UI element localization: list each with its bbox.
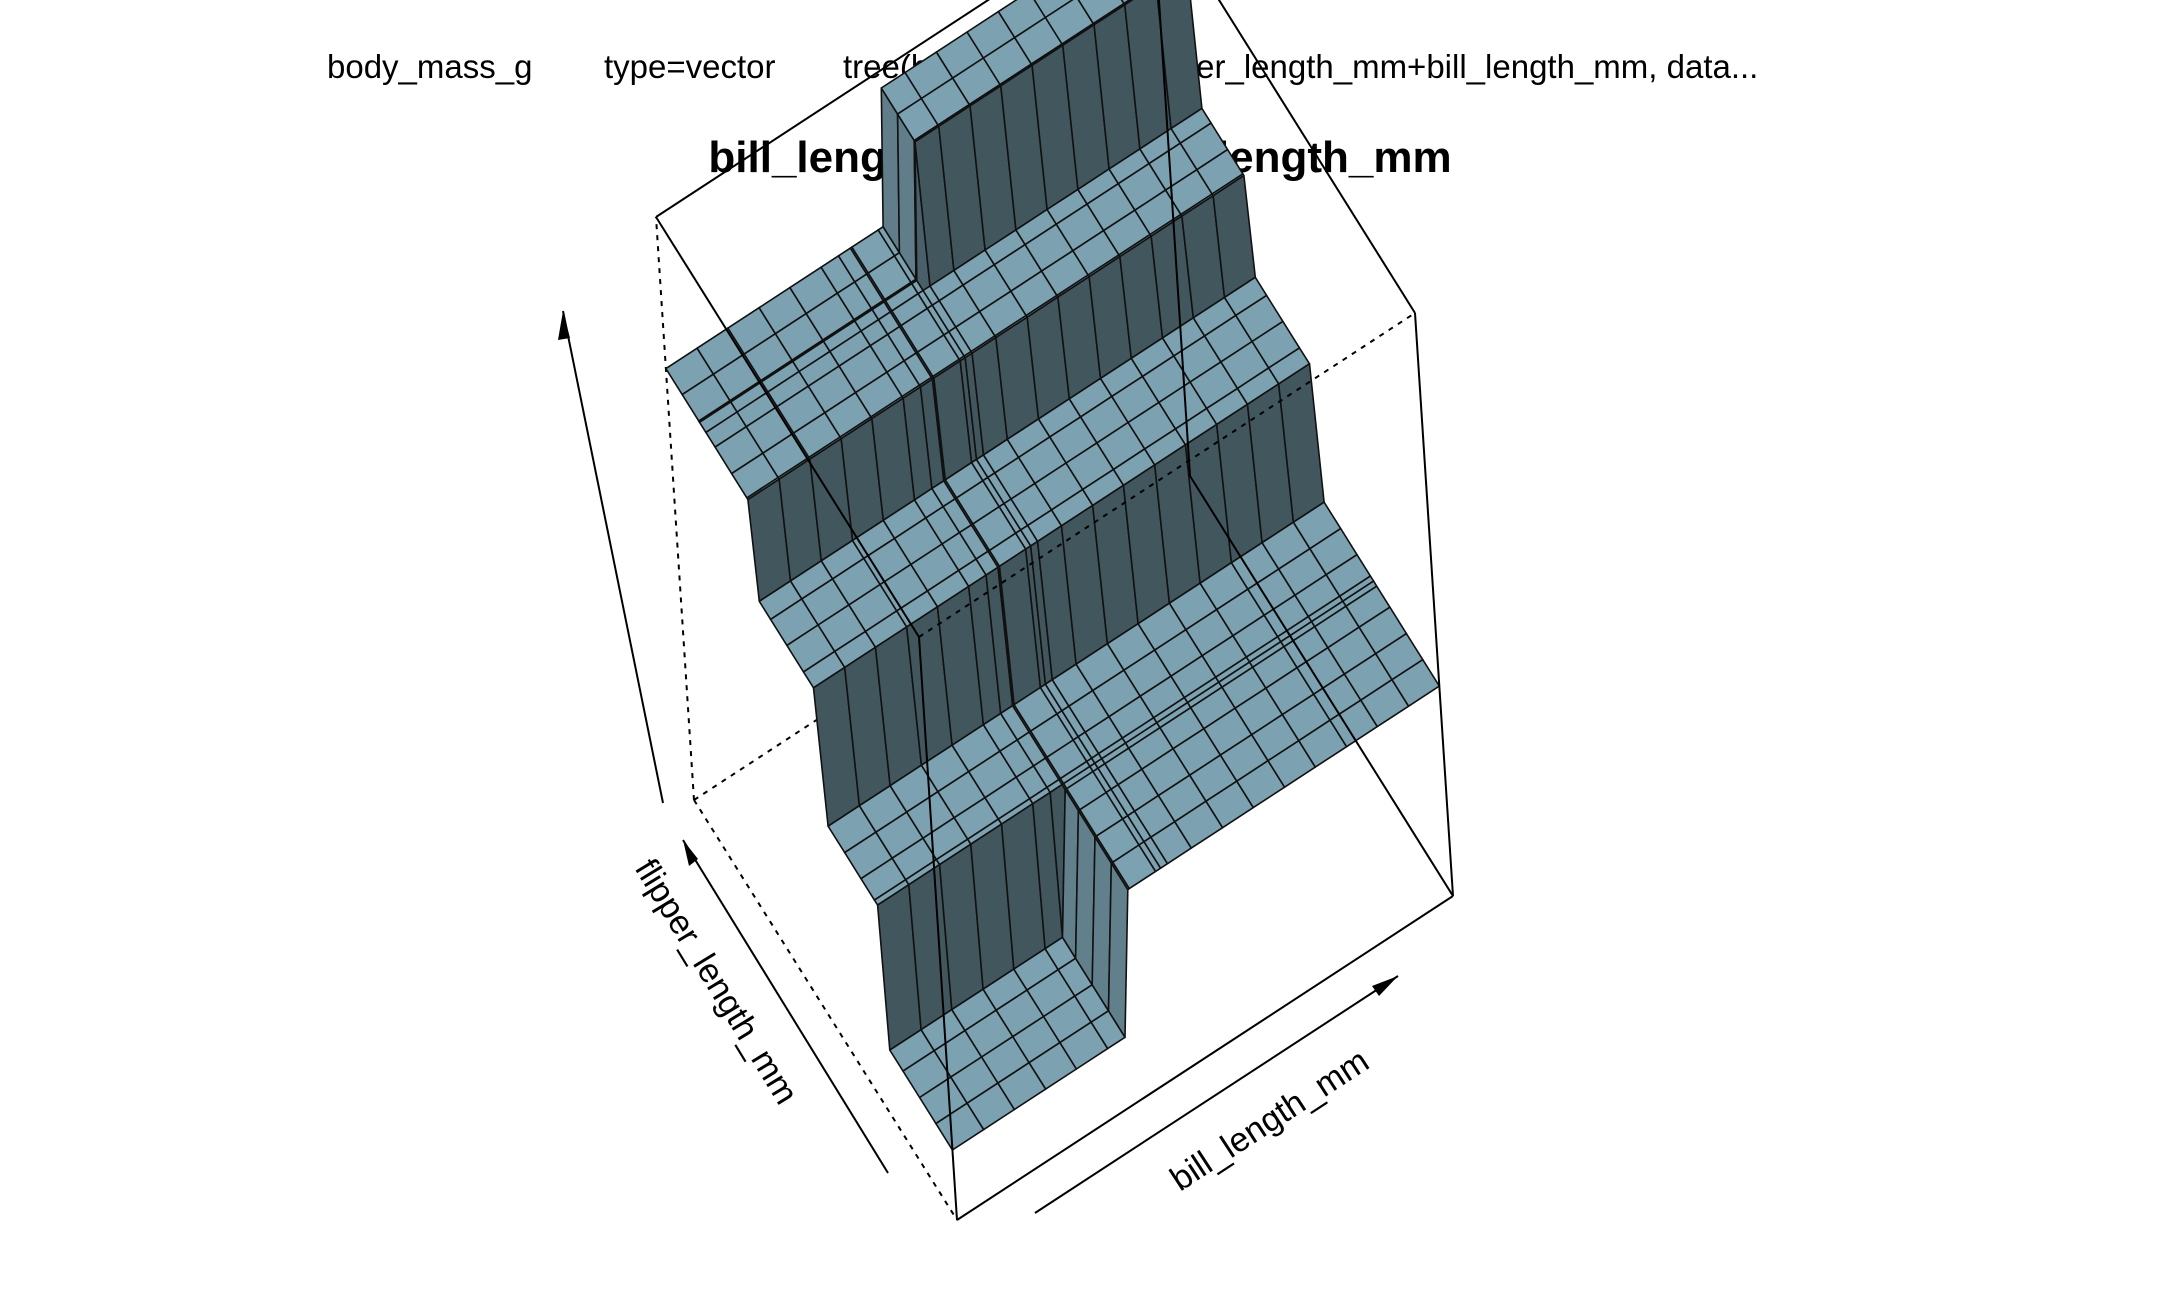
y-axis-label: flipper_length_mm	[627, 852, 805, 1111]
front-box-lines	[655, 0, 1454, 1221]
x-axis-arrowhead	[1372, 976, 1398, 996]
axis-arrows	[558, 310, 1399, 1214]
surface-facet	[1391, 658, 1441, 708]
box-edge	[1217, 0, 1416, 314]
back-box-lines	[655, 216, 1191, 1221]
header-response: body_mass_g	[327, 48, 532, 85]
y-axis-arrowhead	[683, 840, 698, 866]
box-edge	[1414, 312, 1454, 897]
z-axis-arrow	[562, 310, 664, 804]
box-edge	[918, 636, 958, 1221]
header-type: type=vector	[604, 48, 776, 85]
box-edge	[956, 895, 1454, 1221]
box-edge	[1157, 0, 1191, 477]
z-axis-arrowhead	[558, 311, 570, 340]
box-edge	[1189, 475, 1454, 897]
box-edge-hidden	[655, 216, 695, 801]
surface-facet	[1107, 862, 1129, 1039]
x-axis-arrow	[1034, 975, 1399, 1214]
box-edge	[655, 216, 920, 638]
box-edge	[655, 0, 991, 218]
y-axis-arrow	[682, 839, 889, 1174]
